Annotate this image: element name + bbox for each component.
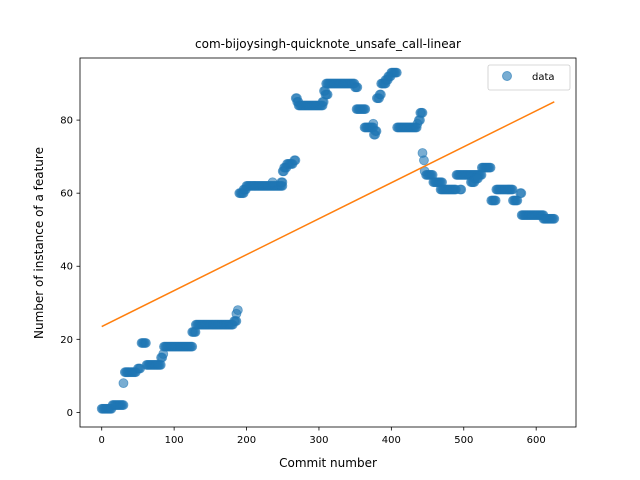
data-point: [485, 162, 496, 173]
data-point: [267, 177, 278, 188]
data-point: [352, 82, 363, 93]
legend-box: [487, 64, 571, 91]
data-point: [232, 305, 243, 315]
y-tick-label: 60: [60, 189, 73, 200]
data-point: [456, 184, 467, 195]
data-point: [371, 126, 382, 136]
y-axis-label: Number of instance of a feature: [32, 147, 46, 339]
x-tick-label: 600: [527, 435, 546, 446]
data-point: [277, 177, 288, 188]
data-point: [118, 400, 129, 410]
chart-title: com-bijoysingh-quicknote_unsafe_call-lin…: [195, 37, 461, 51]
data-point: [140, 338, 151, 348]
y-tick-label: 80: [60, 116, 73, 127]
legend-marker-data: [502, 71, 512, 81]
data-point: [417, 107, 428, 118]
x-tick-label: 300: [309, 435, 328, 446]
x-tick-label: 400: [382, 435, 401, 446]
x-axis-label: Commit number: [279, 456, 377, 470]
data-point: [360, 104, 371, 115]
data-point: [290, 155, 301, 166]
data-point: [391, 67, 402, 78]
y-tick-label: 0: [67, 408, 73, 419]
data-point: [419, 155, 429, 166]
data-point: [118, 378, 129, 389]
legend: data: [487, 64, 571, 91]
fit-line: [101, 101, 555, 328]
plot-frame: [79, 57, 577, 428]
x-tick-label: 100: [165, 435, 184, 446]
x-tick-label: 0: [99, 435, 105, 446]
y-tick-label: 40: [60, 262, 73, 273]
data-point: [322, 89, 333, 100]
data-point: [490, 195, 501, 206]
x-tick-label: 500: [454, 435, 473, 446]
data-point: [549, 213, 560, 224]
data-point: [516, 188, 527, 199]
y-tick-label: 20: [60, 335, 73, 346]
legend-label-data: data: [532, 72, 555, 83]
plot-area: [96, 67, 560, 414]
data-point: [472, 173, 483, 184]
data-point: [187, 341, 198, 352]
y-axis: 0 20 40 60 80: [60, 116, 80, 419]
data-point: [375, 89, 386, 100]
x-tick-label: 200: [237, 435, 256, 446]
x-axis: 0 100 200 300 400 500 600: [99, 427, 546, 446]
